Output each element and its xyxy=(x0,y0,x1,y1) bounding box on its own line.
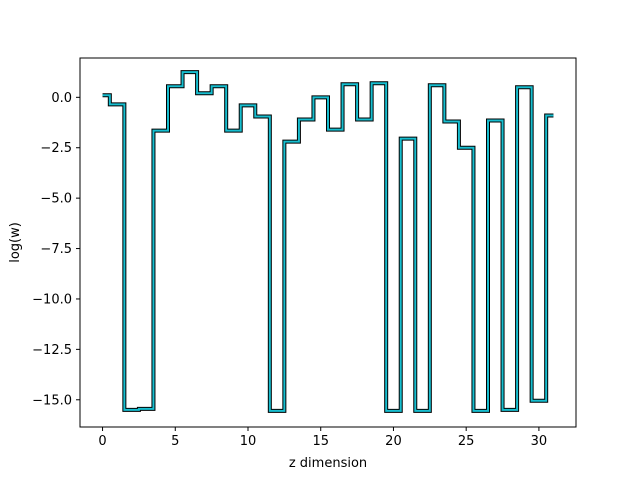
axes-frame xyxy=(79,57,577,428)
y-tick-label: 0.0 xyxy=(51,91,72,106)
x-axis-label: z dimension xyxy=(289,456,367,471)
series-step-line xyxy=(102,71,554,412)
y-tick-label: −5.0 xyxy=(40,192,72,207)
y-tick-label: −2.5 xyxy=(40,141,72,156)
y-tick-layer: 0.0 −2.5 −5.0 −7.5 −10.0 −12.5 −15.0 xyxy=(32,91,80,408)
x-tick-label: 20 xyxy=(385,434,402,449)
x-tick-label: 25 xyxy=(458,434,475,449)
x-tick-label: 5 xyxy=(171,434,179,449)
y-tick-label: −12.5 xyxy=(32,343,72,358)
series-layer xyxy=(102,70,554,413)
x-tick-label: 10 xyxy=(240,434,257,449)
y-tick-label: −7.5 xyxy=(40,242,72,257)
x-tick-layer: 0 5 10 15 20 25 30 xyxy=(98,427,547,449)
x-tick-label: 30 xyxy=(531,434,548,449)
x-tick-label: 15 xyxy=(312,434,329,449)
y-tick-label: −10.0 xyxy=(32,292,72,307)
y-axis-label: log(w) xyxy=(8,222,23,263)
y-tick-label: −15.0 xyxy=(32,393,72,408)
x-tick-label: 0 xyxy=(98,434,106,449)
